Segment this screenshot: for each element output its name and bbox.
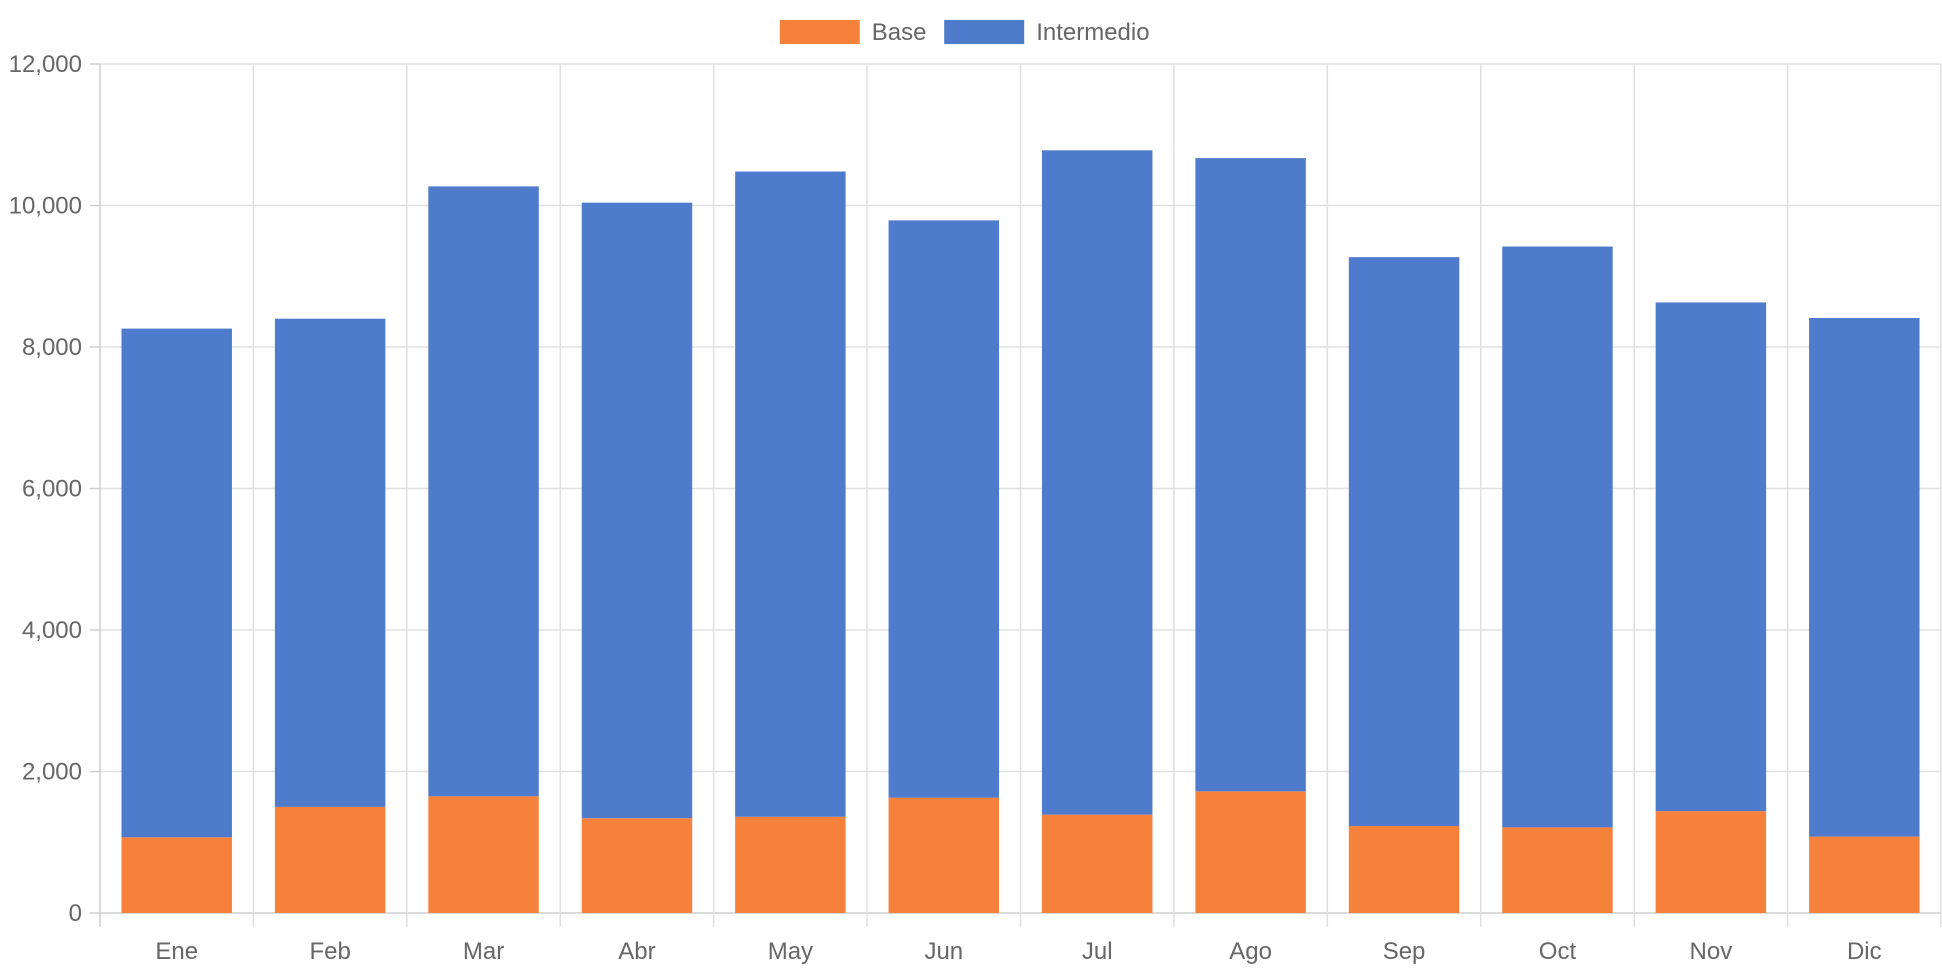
bar-intermedio-may[interactable] <box>735 171 846 817</box>
bar-intermedio-nov[interactable] <box>1655 302 1767 812</box>
bar-intermedio-jul[interactable] <box>1041 150 1153 815</box>
y-tick-label: 8,000 <box>22 334 82 361</box>
bar-base-nov[interactable] <box>1655 811 1767 913</box>
x-tick-label: Sep <box>1383 938 1426 965</box>
x-tick-label: Feb <box>309 938 350 965</box>
bar-base-may[interactable] <box>735 816 846 913</box>
legend-label: Base <box>872 19 927 46</box>
bar-base-oct[interactable] <box>1502 827 1613 913</box>
legend-item-intermedio[interactable]: Intermedio <box>944 19 1150 46</box>
y-tick-label: 4,000 <box>22 617 82 644</box>
bars <box>121 150 1920 913</box>
y-tick-label: 0 <box>69 900 82 927</box>
y-tick-label: 2,000 <box>22 759 82 786</box>
x-tick-label: Jul <box>1082 938 1113 965</box>
bar-intermedio-abr[interactable] <box>581 202 693 819</box>
x-tick-label: Nov <box>1690 938 1733 965</box>
x-tick-label: Ago <box>1229 938 1272 965</box>
bar-intermedio-ene[interactable] <box>121 328 232 838</box>
x-tick-label: May <box>768 938 813 965</box>
bar-intermedio-feb[interactable] <box>274 318 386 807</box>
bar-intermedio-dic[interactable] <box>1809 317 1920 837</box>
bar-base-dic[interactable] <box>1809 836 1920 913</box>
bar-base-ago[interactable] <box>1195 791 1306 913</box>
x-tick-label: Mar <box>463 938 504 965</box>
legend-item-base[interactable]: Base <box>779 19 927 46</box>
legend-swatch <box>944 20 1025 44</box>
gridlines <box>100 63 1942 927</box>
bar-intermedio-oct[interactable] <box>1502 246 1613 828</box>
x-tick-label: Ene <box>155 938 198 965</box>
legend: Base Intermedio <box>779 19 1150 46</box>
legend-swatch <box>779 20 860 44</box>
bar-intermedio-mar[interactable] <box>428 186 539 797</box>
y-tick-label: 6,000 <box>22 476 82 503</box>
bar-intermedio-sep[interactable] <box>1348 257 1460 826</box>
bar-intermedio-jun[interactable] <box>888 220 1000 798</box>
bar-base-sep[interactable] <box>1348 825 1460 913</box>
bar-base-feb[interactable] <box>274 806 386 913</box>
bar-base-jul[interactable] <box>1041 814 1153 913</box>
legend-label: Intermedio <box>1036 19 1149 46</box>
y-tick-label: 12,000 <box>9 51 82 78</box>
x-tick-label: Jun <box>924 938 963 965</box>
y-tick-label: 10,000 <box>9 193 82 220</box>
x-tick-label: Oct <box>1539 938 1577 965</box>
bar-base-jun[interactable] <box>888 797 1000 913</box>
x-tick-label: Dic <box>1847 938 1882 965</box>
x-tick-label: Abr <box>618 938 655 965</box>
bar-base-ene[interactable] <box>121 837 232 913</box>
y-axis: 0 2,000 4,000 6,000 8,000 10,000 12,000 <box>9 51 101 927</box>
bar-intermedio-ago[interactable] <box>1195 158 1306 792</box>
bar-base-mar[interactable] <box>428 796 539 913</box>
x-axis: Ene Feb Mar Abr May Jun Jul Ago Sep Oct Nov Dic <box>155 938 1881 965</box>
bar-base-abr[interactable] <box>581 818 693 913</box>
